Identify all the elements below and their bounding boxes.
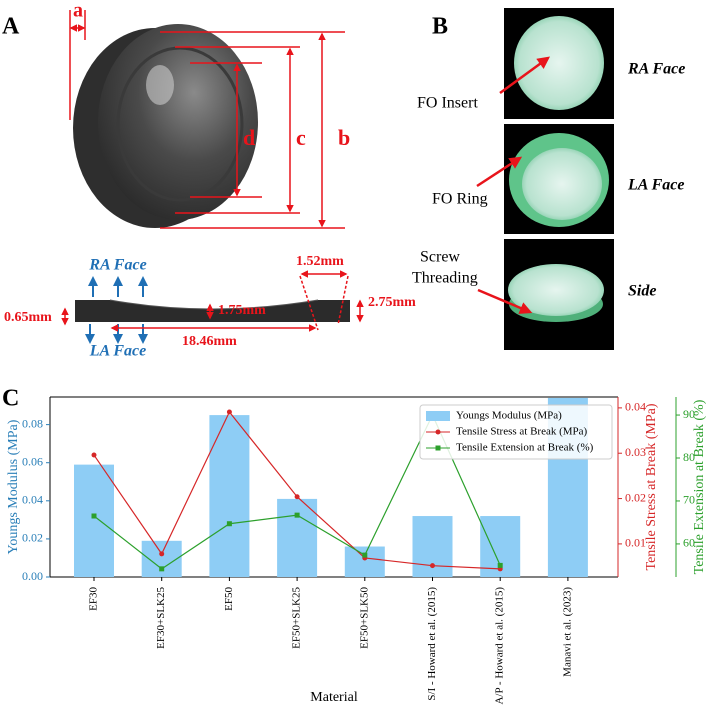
measure-label: 18.46mm [182, 334, 237, 349]
callout: Screw [420, 249, 460, 266]
axis-label: Youngs Modulus (MPa) [6, 419, 21, 554]
bar [209, 415, 250, 577]
marker [362, 552, 368, 558]
marker [430, 563, 435, 569]
tick-label: 0.06 [22, 454, 43, 468]
marker [91, 452, 97, 458]
x-tick-label: EF30 [88, 587, 100, 611]
lens-drawing [73, 24, 258, 228]
cross-section [75, 299, 350, 322]
tick-label: 0.02 [22, 531, 43, 545]
tick-label: 0.02 [625, 490, 646, 504]
tick-label: 0.00 [22, 569, 43, 583]
panel-label: B [432, 14, 448, 40]
dim-label: c [296, 125, 306, 150]
view-label: LA Face [627, 177, 684, 194]
measure-label: 2.75mm [368, 295, 416, 310]
dim-label: a [73, 0, 83, 22]
x-tick-label: EF50 [223, 587, 235, 611]
marker [226, 521, 232, 527]
legend-label: Tensile Stress at Break (MPa) [456, 426, 588, 438]
legend-label: Tensile Extension at Break (%) [456, 442, 594, 454]
face-label: RA Face [88, 257, 146, 274]
bar [344, 546, 385, 577]
marker [159, 566, 165, 572]
callout-arrows [476, 56, 551, 314]
callout: Threading [412, 270, 478, 287]
measure-label: 1.52mm [296, 254, 344, 269]
measure-label: 1.75mm [218, 303, 266, 318]
photos [504, 8, 614, 350]
tick-label: 0.01 [625, 536, 646, 550]
axis-label: Tensile Stress at Break (MPa) [644, 403, 659, 570]
bar [277, 498, 318, 577]
dim-label: b [338, 125, 350, 150]
marker [294, 512, 300, 518]
x-tick-label: EF50+SLK50 [358, 587, 370, 649]
tick-label: 0.04 [22, 493, 43, 507]
legend-swatch [426, 411, 450, 421]
panel-label: A [2, 14, 20, 40]
x-tick-label: EF50+SLK25 [291, 587, 303, 649]
tick-label: 80 [683, 450, 695, 464]
legend-swatch [435, 445, 441, 451]
legend-swatch [435, 429, 441, 435]
callout: FO Ring [432, 191, 488, 208]
chart: 0.00 0.02 0.04 0.06 0.08 0.01 0.02 0.03 0.04 60 70… [6, 396, 707, 705]
marker [226, 409, 232, 415]
marker [159, 551, 165, 557]
legend-label: Youngs Modulus (MPa) [456, 410, 562, 422]
bar [74, 464, 114, 577]
callout: FO Insert [417, 95, 478, 112]
view-label: RA Face [627, 61, 685, 78]
marker [497, 562, 503, 568]
dimension-lines [69, 10, 345, 229]
face-label: LA Face [89, 343, 146, 360]
x-tick-label: Manavi et al. (2023) [561, 587, 573, 677]
tick-label: 0.03 [625, 445, 646, 459]
tick-label: 60 [683, 536, 695, 550]
marker [91, 513, 97, 519]
x-tick-label: A/P - Howard et al. (2015) [494, 587, 506, 705]
measure-label: 0.65mm [4, 310, 52, 325]
axis-label: Tensile Extension at Break (%) [692, 399, 707, 574]
x-tick-label: S/I - Howard et al. (2015) [426, 587, 438, 701]
tick-label: 70 [683, 493, 695, 507]
tick-label: 0.04 [625, 400, 646, 414]
dim-label: d [243, 125, 255, 150]
x-tick-label: EF30+SLK25 [155, 587, 167, 649]
legend-box [419, 404, 613, 460]
view-label: Side [628, 283, 656, 300]
marker [294, 494, 300, 500]
measure-lines [61, 270, 364, 332]
tick-label: 90 [683, 407, 695, 421]
panel-label: C [2, 386, 19, 412]
tick-label: 0.08 [22, 416, 43, 430]
axis-label: Material [310, 690, 358, 705]
